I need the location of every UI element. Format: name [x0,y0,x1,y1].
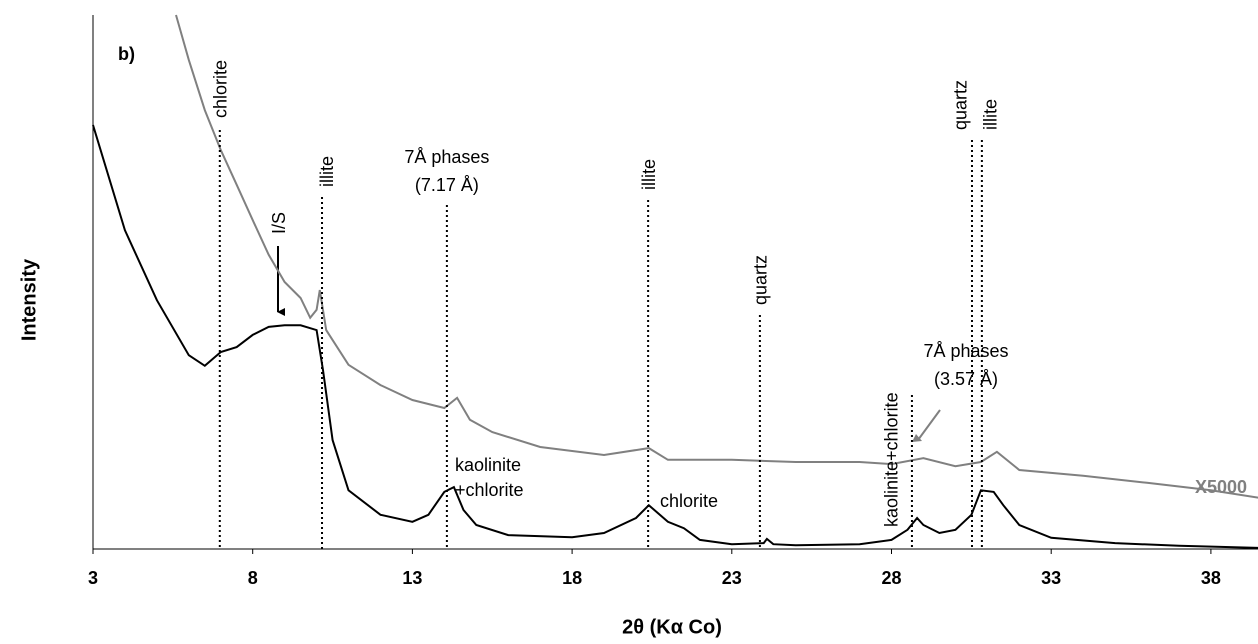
x-tick-label: 33 [1041,568,1061,588]
arrow-head [912,434,922,442]
marker-label: quartz [751,255,771,305]
x-tick-label: 23 [722,568,742,588]
annotation: chlorite [660,491,718,511]
marker-label: chlorite [211,60,231,118]
x-tick-label: 38 [1201,568,1221,588]
marker-label: (7.17 Å) [415,175,479,195]
marker-label: 7Å phases [404,147,489,167]
marker-label: illite [639,159,659,190]
marker-label: kaolinite+chlorite [882,392,902,527]
marker-label: illite [317,156,337,187]
annotation: I/S [269,212,289,234]
x-tick-label: 13 [402,568,422,588]
x-tick-label: 3 [88,568,98,588]
data-line [175,14,1258,499]
annotation: b) [118,44,135,64]
y-axis-title: Intensity [18,258,40,341]
marker-label: quartz [951,80,971,130]
annotation: +chlorite [455,480,524,500]
marker-label: illite [981,99,1001,130]
x-tick-label: 8 [248,568,258,588]
x-tick-label: 18 [562,568,582,588]
annotation: 7Å phases [923,341,1008,361]
series-label: X5000 [1195,477,1247,497]
annotation: kaolinite [455,455,521,475]
data-line [92,124,1258,549]
x-tick-label: 28 [881,568,901,588]
x-axis-title: 2θ (Kα Co) [622,616,722,638]
annotation: (3.57 Å) [934,369,998,389]
arrow [917,409,941,441]
